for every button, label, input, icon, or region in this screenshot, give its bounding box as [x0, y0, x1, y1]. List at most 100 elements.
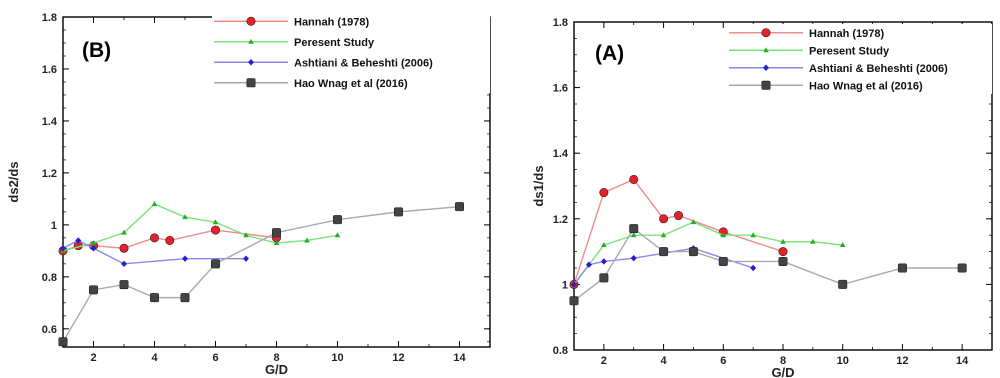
y-tick-label: 0.6 — [42, 324, 57, 336]
legend-background — [212, 11, 490, 93]
legend-label: Ashtiani & Beheshti (2006) — [809, 63, 948, 75]
data-point — [60, 245, 66, 252]
data-point — [89, 285, 99, 295]
x-tick-label: 12 — [896, 355, 908, 367]
data-point — [332, 215, 342, 225]
legend: Hannah (1978) Peresent Study Ashtiani & Be… — [727, 24, 992, 94]
y-tick-label: 1.6 — [42, 64, 57, 76]
data-point — [585, 261, 592, 268]
data-point — [90, 245, 97, 252]
y-axis-label: ds1/ds — [531, 165, 546, 206]
panel-label: (A) — [595, 42, 624, 65]
x-tick-label: 10 — [331, 352, 343, 364]
data-point — [304, 237, 310, 243]
data-point — [119, 243, 129, 253]
x-tick-label: 2 — [90, 352, 96, 364]
data-point — [121, 229, 127, 235]
legend-marker — [763, 47, 769, 53]
y-tick-label: 1.2 — [553, 214, 568, 226]
data-point — [243, 232, 249, 238]
legend-marker — [248, 59, 254, 66]
data-point — [75, 237, 82, 244]
data-point — [212, 219, 219, 225]
legend-label: Peresent Study — [294, 37, 375, 49]
panel-label: (B) — [82, 39, 111, 62]
series-3 — [58, 202, 464, 347]
data-point — [838, 279, 848, 289]
x-tick-label: 4 — [661, 355, 668, 367]
data-point — [243, 255, 249, 262]
series-line — [62, 205, 460, 343]
chart-panel-1: 2 4 6 8 10 12 14 0.8 1 1.2 1.4 1.6 1.8 G/D ds1/ds (A) Ha… — [531, 17, 993, 378]
data-point — [150, 293, 160, 303]
series-line — [573, 247, 754, 285]
data-point — [211, 259, 221, 269]
legend-marker — [761, 28, 771, 38]
series-line — [573, 221, 843, 285]
data-point — [90, 240, 97, 246]
y-tick-label: 0.8 — [553, 345, 568, 357]
data-point — [778, 247, 788, 257]
x-tick-label: 6 — [212, 352, 218, 364]
series-1 — [60, 201, 341, 253]
data-point — [58, 337, 68, 347]
data-point — [601, 242, 607, 248]
data-point — [180, 293, 190, 303]
data-point — [659, 214, 669, 224]
x-tick-label: 8 — [273, 352, 279, 364]
data-point — [182, 214, 188, 220]
x-tick-label: 14 — [453, 352, 466, 364]
series-2 — [60, 237, 249, 268]
legend-label: Hannah (1978) — [294, 16, 370, 28]
y-tick-label: 1.4 — [553, 148, 569, 160]
data-point — [393, 207, 403, 217]
y-tick-label: 1 — [51, 220, 57, 232]
x-axis-label: G/D — [265, 362, 288, 377]
data-point — [750, 264, 757, 272]
series-line — [62, 239, 246, 265]
data-point — [599, 273, 609, 283]
legend: Hannah (1978) Peresent Study Ashtiani & Be… — [212, 11, 490, 93]
legend-marker — [761, 80, 771, 90]
legend-marker — [246, 78, 256, 88]
data-point — [571, 281, 577, 288]
data-point — [271, 228, 281, 238]
legend-label: Hao Wnag et al (2016) — [294, 78, 408, 90]
legend-label: Ashtiani & Beheshti (2006) — [294, 57, 433, 69]
data-point — [569, 296, 579, 306]
legend-label: Peresent Study — [809, 45, 890, 57]
legend-marker — [246, 16, 256, 26]
legend-marker — [248, 38, 254, 44]
data-point — [780, 238, 786, 244]
data-point — [810, 238, 816, 244]
data-point — [454, 202, 464, 212]
data-point — [720, 232, 727, 238]
data-point — [273, 240, 280, 246]
data-point — [688, 247, 698, 257]
legend-label: Hao Wnag et al (2016) — [809, 80, 923, 92]
x-tick-label: 14 — [956, 355, 969, 367]
x-tick-label: 10 — [837, 355, 849, 367]
data-point — [119, 280, 129, 290]
data-point — [630, 254, 637, 262]
y-tick-label: 1.8 — [42, 12, 57, 24]
x-tick-label: 2 — [601, 355, 607, 367]
y-tick-label: 0.8 — [42, 272, 57, 284]
y-axis-label: ds2/ds — [6, 161, 21, 202]
data-point — [690, 219, 697, 225]
data-point — [778, 256, 788, 266]
data-point — [600, 258, 607, 265]
chart-panel-0: 2 4 6 8 10 12 14 0.6 0.8 1 1.2 1.4 1.6 1.8 G/D ds2/ds (B… — [6, 11, 491, 377]
y-tick-label: 1 — [562, 279, 568, 291]
data-point — [182, 255, 188, 262]
y-tick-label: 1.6 — [553, 83, 568, 95]
data-point — [673, 211, 683, 221]
x-tick-label: 12 — [392, 352, 404, 364]
series-3 — [569, 224, 967, 306]
y-tick-label: 1.2 — [42, 168, 57, 180]
y-tick-label: 1.8 — [553, 17, 568, 29]
data-point — [957, 263, 967, 273]
data-point — [750, 232, 756, 238]
legend-marker — [763, 64, 769, 71]
